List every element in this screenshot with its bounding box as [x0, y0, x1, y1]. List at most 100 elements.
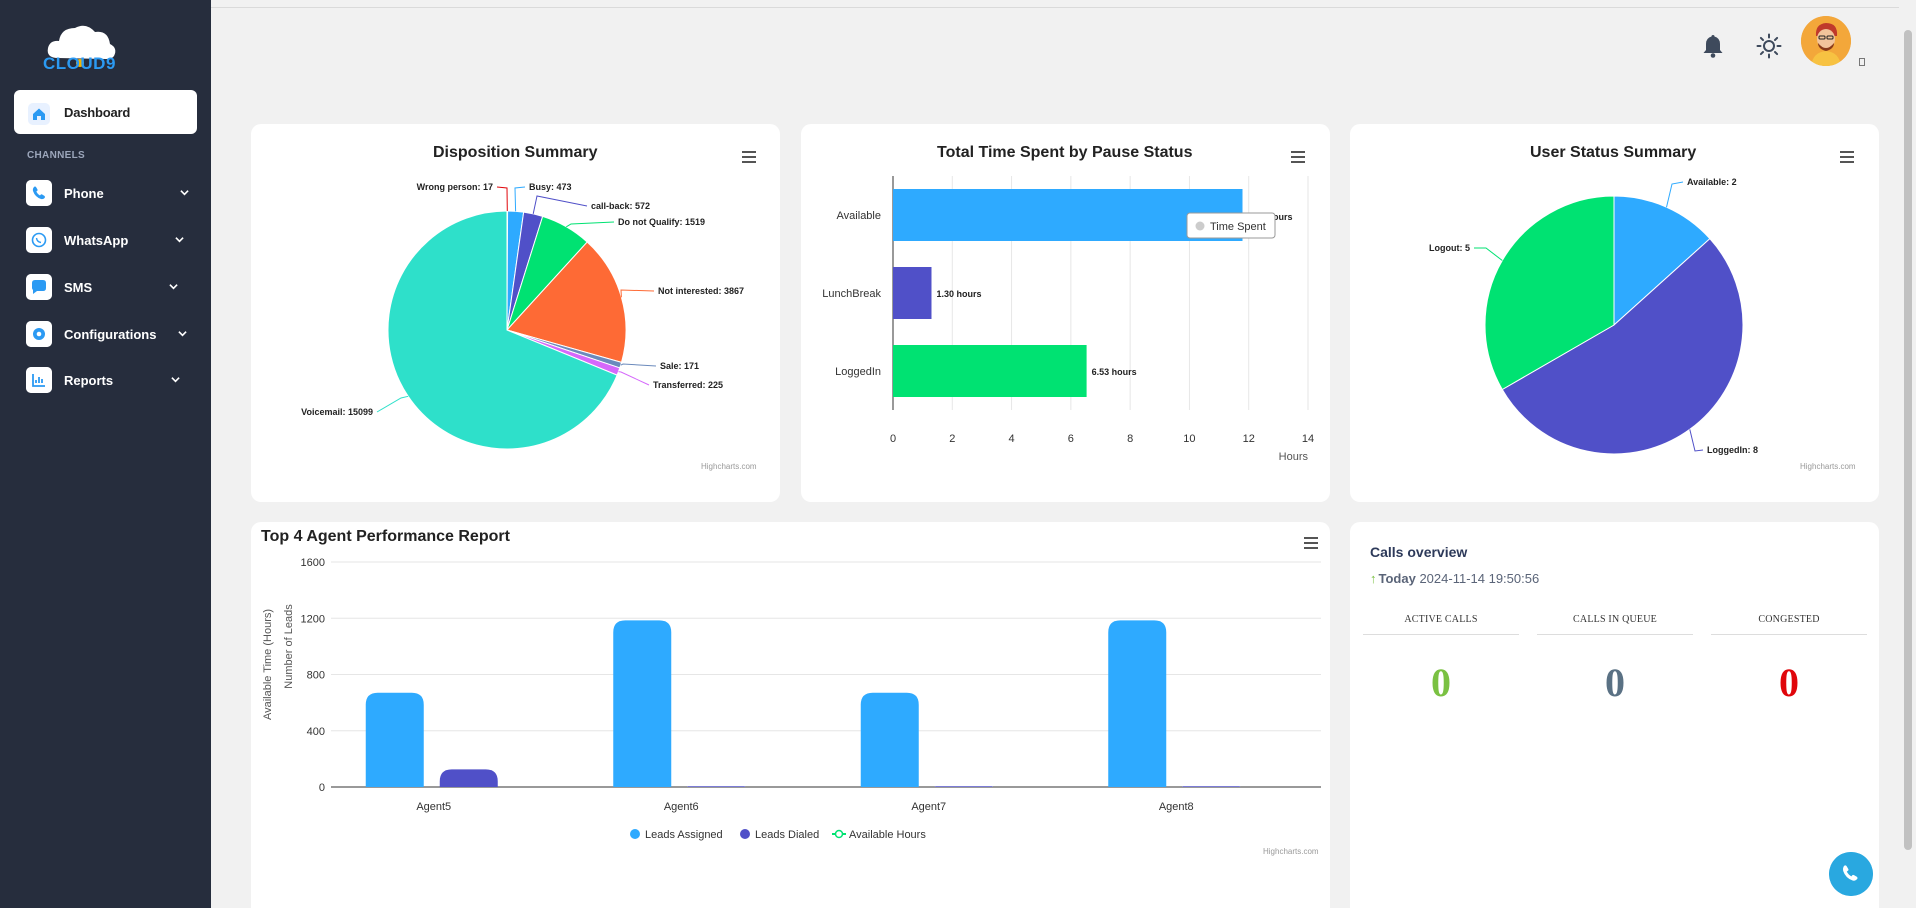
- highcharts-credit[interactable]: Highcharts.com: [701, 462, 757, 471]
- highcharts-credit[interactable]: Highcharts.com: [1263, 847, 1319, 856]
- user-status-card: User Status Summary Available: 2 LoggedIn…: [1350, 124, 1879, 502]
- pie-connector: [620, 363, 657, 367]
- column-leads-dialed-agent8[interactable]: [1182, 786, 1241, 787]
- legend-item-leads-dialed[interactable]: Leads Dialed: [740, 829, 819, 841]
- column-leads-dialed-agent6[interactable]: [687, 786, 746, 787]
- stat-value: 0: [1779, 660, 1799, 705]
- legend-label: Available Hours: [849, 829, 926, 841]
- whatsapp-icon: [26, 227, 52, 253]
- sidebar-item-configurations[interactable]: Configurations: [26, 318, 196, 348]
- chart-menu-icon[interactable]: [742, 151, 756, 163]
- active-calls-stat: ACTIVE CALLS 0: [1363, 614, 1519, 706]
- pie-slice-logout[interactable]: [1484, 195, 1615, 391]
- pie-data-label: Wrong person: 17: [417, 182, 493, 192]
- chevron-down-icon[interactable]: [180, 188, 189, 197]
- pie-connector: [532, 195, 588, 215]
- y-category-label: LunchBreak: [822, 288, 881, 300]
- scrollbar-thumb[interactable]: [1904, 30, 1912, 850]
- chart-menu-icon[interactable]: [1291, 151, 1305, 163]
- column-leads-assigned-agent8[interactable]: [1108, 620, 1167, 787]
- disposition-summary-card: Disposition Summary Wrong person: 17 Busy…: [251, 124, 780, 502]
- pie-slice-not-interested[interactable]: [506, 241, 627, 363]
- pause-status-bar-chart: 0 2 4 6 8 10 12 14 Available LunchBreak 1.30 hours…: [822, 176, 1314, 463]
- legend-marker: [740, 829, 750, 839]
- call-fab-button[interactable]: [1829, 852, 1873, 896]
- highcharts-credit[interactable]: Highcharts.com: [1800, 462, 1856, 471]
- chevron-down-icon[interactable]: [178, 329, 187, 338]
- legend-item-leads-assigned[interactable]: Leads Assigned: [630, 829, 723, 841]
- calls-overview-card: Calls overview ↑ Today 2024-11-14 19:50:5…: [1350, 522, 1879, 908]
- bar-data-label: 6.53 hours: [1092, 367, 1137, 377]
- column-leads-assigned-agent6[interactable]: [613, 620, 672, 787]
- page-scrollbar[interactable]: [1899, 0, 1916, 908]
- pie-slice-voicemail[interactable]: [387, 210, 618, 450]
- x-category-label: Agent7: [911, 801, 946, 813]
- arrow-up-icon: ↑: [1370, 571, 1377, 586]
- legend-label: Leads Assigned: [645, 829, 723, 841]
- tooltip-marker: [1195, 221, 1205, 231]
- chart-legend: Leads Assigned Leads Dialed Available Hour…: [630, 829, 926, 841]
- pie-connector: [1689, 429, 1704, 452]
- chevron-down-icon[interactable]: [171, 375, 180, 384]
- pie-data-label: Logout: 5: [1429, 243, 1470, 253]
- x-tick-label: 10: [1183, 433, 1195, 445]
- calls-overview-title: Calls overview: [1370, 544, 1468, 560]
- tooltip-label: Time Spent: [1210, 221, 1266, 233]
- x-tick-label: 14: [1302, 433, 1314, 445]
- phone-icon: [1843, 865, 1858, 881]
- cloud-logo-icon[interactable]: [40, 18, 120, 78]
- column-leads-dialed-agent5[interactable]: [439, 769, 498, 787]
- x-category-label: Agent5: [416, 801, 451, 813]
- sidebar-item-dashboard[interactable]: Dashboard: [14, 90, 197, 134]
- sidebar-item-phone[interactable]: Phone: [26, 177, 196, 207]
- column-leads-assigned-agent5[interactable]: [365, 692, 424, 787]
- pie-data-label: Busy: 473: [529, 182, 572, 192]
- bell-icon[interactable]: [1702, 33, 1724, 59]
- logo-text: CLOUD9: [43, 54, 116, 73]
- pie-data-label: Voicemail: 15099: [301, 407, 373, 417]
- chart-title: Top 4 Agent Performance Report: [261, 528, 510, 545]
- chevron-down-icon[interactable]: [175, 235, 184, 244]
- sidebar-item-reports[interactable]: Reports: [26, 364, 196, 394]
- header-divider: [211, 7, 1916, 8]
- pie-slice-loggedin[interactable]: [1501, 237, 1744, 455]
- column-leads-dialed-agent7[interactable]: [934, 786, 993, 787]
- pie-connector: [376, 395, 409, 413]
- calls-overview-timestamp: ↑ Today 2024-11-14 19:50:56: [1370, 571, 1539, 586]
- y-category-label: Available: [837, 210, 881, 222]
- y-tick-label: 0: [319, 782, 325, 794]
- x-category-label: Agent6: [664, 801, 699, 813]
- sidebar-item-sms[interactable]: SMS: [26, 271, 196, 301]
- pie-connector: [1474, 247, 1503, 261]
- bar-lunchbreak[interactable]: [893, 267, 932, 319]
- channels-section-label: CHANNELS: [27, 150, 85, 161]
- bar-available[interactable]: [893, 189, 1243, 241]
- chart-tooltip: Time Spent: [1186, 212, 1276, 239]
- profile-menu-icon[interactable]: [1859, 58, 1865, 66]
- bar-data-label: 1.30 hours: [937, 289, 982, 299]
- timestamp: 2024-11-14 19:50:56: [1419, 571, 1540, 586]
- avatar[interactable]: [1801, 16, 1851, 66]
- stat-label: CALLS IN QUEUE: [1537, 614, 1693, 635]
- legend-item-available-hours[interactable]: Available Hours: [832, 829, 926, 841]
- sidebar-item-label: SMS: [64, 280, 93, 295]
- pie-connector: [618, 371, 650, 386]
- sidebar-item-whatsapp[interactable]: WhatsApp: [26, 224, 196, 254]
- bar-loggedin[interactable]: [893, 345, 1087, 397]
- pie-data-label: call-back: 572: [591, 201, 650, 211]
- chart-title: Disposition Summary: [433, 144, 598, 161]
- pie-data-label: Available: 2: [1687, 177, 1737, 187]
- x-tick-label: 6: [1068, 433, 1074, 445]
- chart-menu-icon[interactable]: [1304, 537, 1318, 549]
- pie-data-label: LoggedIn: 8: [1707, 445, 1758, 455]
- y-tick-label: 800: [307, 670, 325, 682]
- chevron-down-icon[interactable]: [169, 282, 178, 291]
- chart-menu-icon[interactable]: [1840, 151, 1854, 163]
- sun-icon[interactable]: [1756, 33, 1782, 59]
- phone-icon: [26, 180, 52, 206]
- legend-marker: [834, 829, 844, 839]
- column-leads-assigned-agent7[interactable]: [860, 692, 919, 787]
- y-axis-title: Available Time (Hours): [262, 609, 274, 720]
- user-status-pie-chart: Available: 2 LoggedIn: 8 Logout: 5: [1429, 177, 1758, 455]
- sidebar-item-label: Phone: [64, 186, 104, 201]
